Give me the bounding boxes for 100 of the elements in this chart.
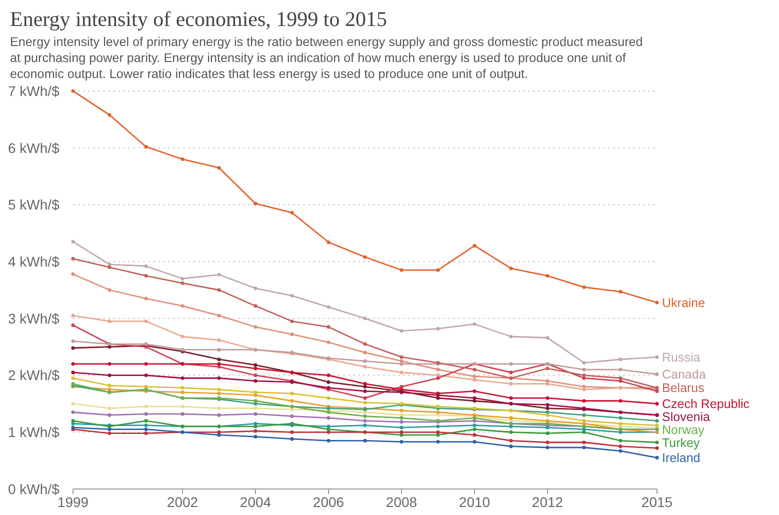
point (546, 382, 550, 386)
point (436, 440, 440, 444)
point (363, 414, 367, 418)
y-tick-label: 7 kWh/$ (8, 82, 60, 99)
point (509, 396, 513, 400)
point (582, 413, 586, 417)
point (326, 380, 330, 384)
point (217, 376, 221, 380)
point (436, 396, 440, 400)
point (144, 296, 148, 300)
x-tick-label: 2008 (386, 494, 418, 510)
point (582, 285, 586, 289)
series-label: Slovenia (662, 410, 710, 424)
point (290, 408, 294, 412)
point (472, 440, 476, 444)
point (217, 392, 221, 396)
point (71, 256, 75, 261)
point (582, 399, 586, 403)
point (472, 389, 476, 394)
point (254, 363, 258, 367)
point (290, 392, 294, 396)
point (400, 268, 404, 272)
x-tick-label: 2010 (458, 494, 490, 510)
point (290, 332, 294, 336)
point (436, 376, 440, 380)
point (326, 430, 330, 434)
point (144, 319, 148, 324)
point (71, 370, 75, 374)
x-tick-label: 2002 (166, 494, 198, 510)
point (71, 314, 75, 318)
point (618, 438, 622, 442)
point (254, 412, 258, 416)
point (400, 329, 404, 333)
point (144, 274, 148, 278)
point (108, 113, 112, 117)
point (436, 430, 440, 434)
point (254, 406, 258, 410)
point (582, 388, 586, 392)
point (180, 276, 184, 280)
point (144, 428, 148, 432)
y-tick-label: 6 kWh/$ (8, 140, 60, 156)
x-tick-label: 2004 (240, 494, 272, 510)
point (326, 424, 330, 428)
point (144, 373, 148, 378)
series-label: Canada (662, 368, 706, 382)
point (217, 358, 221, 362)
series-label: Ukraine (662, 296, 706, 310)
point (436, 326, 440, 330)
point (71, 272, 75, 276)
point (71, 402, 75, 406)
point (108, 373, 112, 378)
point (217, 348, 221, 352)
point (144, 362, 148, 366)
point (363, 400, 367, 404)
point (655, 418, 659, 423)
series-label: Belarus (662, 381, 704, 396)
point (400, 362, 404, 366)
point (400, 408, 404, 412)
point (582, 446, 586, 450)
point (472, 244, 476, 248)
point (546, 379, 550, 383)
y-tick-label: 0 kWh/$ (8, 480, 60, 497)
point (180, 404, 184, 408)
point (509, 382, 513, 386)
point (618, 290, 622, 294)
point (363, 255, 367, 259)
point (144, 424, 148, 428)
point (546, 274, 550, 278)
point (363, 389, 367, 394)
point (290, 399, 294, 403)
point (326, 240, 330, 244)
point (655, 440, 659, 444)
point (144, 412, 148, 416)
point (436, 368, 440, 372)
point (180, 334, 184, 338)
series-label: Russia (662, 350, 700, 364)
point (582, 373, 586, 378)
point (180, 281, 184, 285)
point (363, 438, 367, 442)
point (363, 396, 367, 400)
point (180, 376, 184, 380)
point (363, 424, 367, 428)
point (472, 374, 476, 378)
point (144, 404, 148, 408)
point (290, 430, 294, 434)
point (363, 384, 367, 388)
point (546, 396, 550, 400)
point (546, 366, 550, 370)
point (655, 446, 659, 450)
point (217, 433, 221, 437)
point (254, 402, 258, 406)
point (71, 410, 75, 414)
point (618, 422, 622, 426)
point (290, 294, 294, 298)
point (436, 410, 440, 414)
point (582, 376, 586, 380)
point (326, 340, 330, 344)
point (546, 403, 550, 407)
point (400, 355, 404, 359)
point (546, 406, 550, 410)
